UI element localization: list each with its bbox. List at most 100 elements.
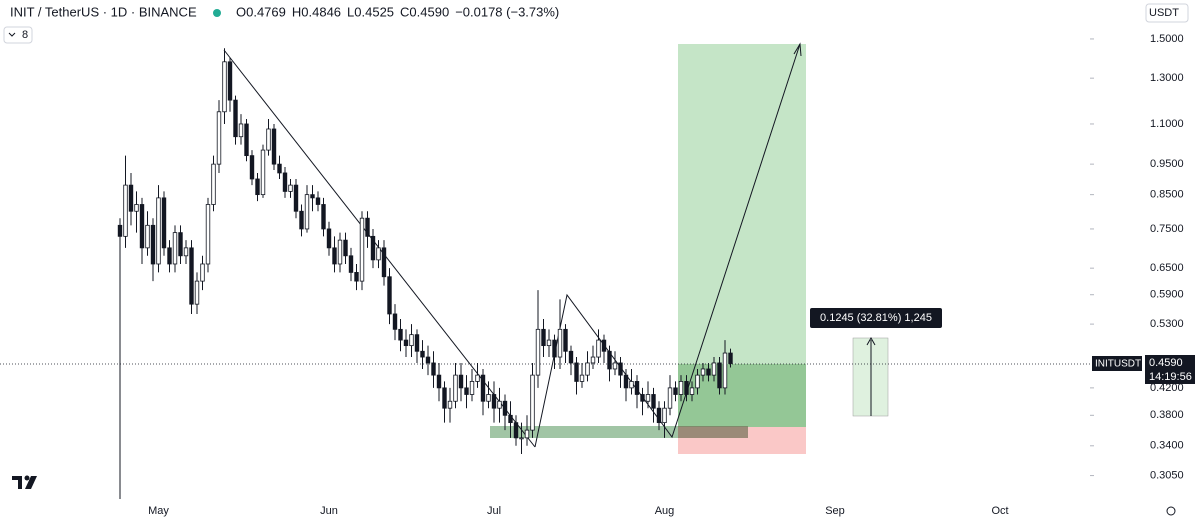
y-tick-label: 0.3400 xyxy=(1150,440,1184,452)
candle-body xyxy=(337,239,343,265)
candle-body xyxy=(530,374,535,431)
candle-body xyxy=(513,422,519,439)
candle-body xyxy=(310,194,315,199)
candle-body xyxy=(189,247,194,305)
ohlc-value: −0.0178 (−3.73%) xyxy=(455,4,559,19)
candle-body xyxy=(717,362,722,389)
candle-body xyxy=(700,368,706,376)
candle-body xyxy=(326,228,332,249)
price-tag-box xyxy=(1145,355,1195,384)
support-zone-overlap xyxy=(678,426,748,438)
projection-arrowhead xyxy=(793,42,802,57)
candle-body xyxy=(464,387,469,395)
candle-body xyxy=(568,350,574,364)
measure-label-box xyxy=(810,308,942,328)
settings-icon[interactable] xyxy=(1166,506,1176,516)
candle-body xyxy=(469,381,475,395)
candle-body xyxy=(678,381,684,395)
candle-body xyxy=(227,61,233,101)
candle-body xyxy=(414,334,420,352)
candle-body xyxy=(321,204,326,230)
currency: USDT xyxy=(1149,7,1179,19)
candle-body xyxy=(260,149,266,196)
candle-body xyxy=(436,374,442,389)
candle-body xyxy=(612,362,618,370)
candle-body xyxy=(365,217,370,237)
candle-body xyxy=(420,350,425,358)
candle-body xyxy=(398,328,403,341)
candle-body xyxy=(392,313,398,330)
candle-body xyxy=(590,356,596,364)
candle-body xyxy=(211,163,216,205)
ohlc-value: L0.4525 xyxy=(347,4,394,19)
y-tick-label: 0.6500 xyxy=(1150,262,1184,274)
candle-body xyxy=(563,328,568,352)
candle-body xyxy=(200,263,205,282)
y-tick-label: 0.5300 xyxy=(1150,318,1184,330)
candle-body xyxy=(222,61,227,113)
candle-body xyxy=(497,400,502,409)
symbol-tag: INITUSDT xyxy=(1095,359,1141,370)
candle-body xyxy=(376,247,381,261)
candle-body xyxy=(535,328,541,376)
candle-body xyxy=(354,272,359,282)
candle-body xyxy=(387,276,392,315)
candle-body xyxy=(425,356,431,364)
candle-body xyxy=(150,224,156,265)
candle-body xyxy=(640,394,645,402)
candle-body xyxy=(123,184,128,237)
symbol-tag-box xyxy=(1092,356,1142,371)
ohlc-value: O0.4769 xyxy=(236,4,286,19)
candle-body xyxy=(552,339,557,358)
x-tick-label: May xyxy=(148,505,169,517)
candle-body xyxy=(541,328,546,347)
candle-body xyxy=(183,247,189,257)
logo-v xyxy=(25,476,37,489)
x-tick-label: Jun xyxy=(320,505,338,517)
candle-body xyxy=(216,111,222,165)
candle-body xyxy=(645,394,651,402)
countdown: 14:19:56 xyxy=(1149,371,1192,383)
ohlc-value: H0.4846 xyxy=(292,4,341,19)
candles xyxy=(117,48,733,500)
drawings xyxy=(0,42,1090,454)
candle-body xyxy=(684,381,689,395)
candle-body xyxy=(233,99,238,138)
candle-body xyxy=(205,204,211,265)
candle-body xyxy=(238,123,244,138)
indicator-toggle[interactable] xyxy=(3,26,33,44)
candle-body xyxy=(673,387,678,395)
time-axis: May Jun Jul Aug Sep Oct xyxy=(148,505,1008,517)
candle-body xyxy=(442,387,447,409)
indicator-count: 8 xyxy=(22,29,28,41)
y-tick-label: 0.7500 xyxy=(1150,223,1184,235)
candle-body xyxy=(524,429,530,439)
candle-body xyxy=(651,394,656,409)
candle-body xyxy=(486,394,491,402)
candle-body xyxy=(453,374,458,402)
candle-body xyxy=(145,224,150,249)
candle-body xyxy=(255,178,260,196)
candle-body xyxy=(194,280,200,305)
candle-body xyxy=(271,128,277,165)
price-axis: 1.5000 1.3000 1.1000 0.9500 0.8500 0.7500 0.65… xyxy=(1090,33,1184,481)
candle-body xyxy=(343,239,348,257)
currency-button[interactable] xyxy=(1145,3,1189,23)
candle-body xyxy=(381,247,387,278)
candle-body xyxy=(304,194,310,230)
candle-body xyxy=(585,362,590,376)
candle-body xyxy=(282,172,288,192)
candle-body xyxy=(128,184,134,212)
candle-body xyxy=(277,163,282,174)
x-tick-label: Jul xyxy=(487,505,501,517)
y-tick-label: 0.9500 xyxy=(1150,158,1184,170)
candle-body xyxy=(431,362,436,376)
candle-body xyxy=(722,352,728,389)
candle-body xyxy=(667,387,673,409)
chevron xyxy=(8,32,16,37)
candle-body xyxy=(662,407,667,424)
measure-label: 0.1245 (32.81%) 1,245 xyxy=(820,312,932,324)
y-tick-label: 1.3000 xyxy=(1150,72,1184,84)
candle-body xyxy=(618,362,623,376)
profit-fill xyxy=(678,364,806,427)
